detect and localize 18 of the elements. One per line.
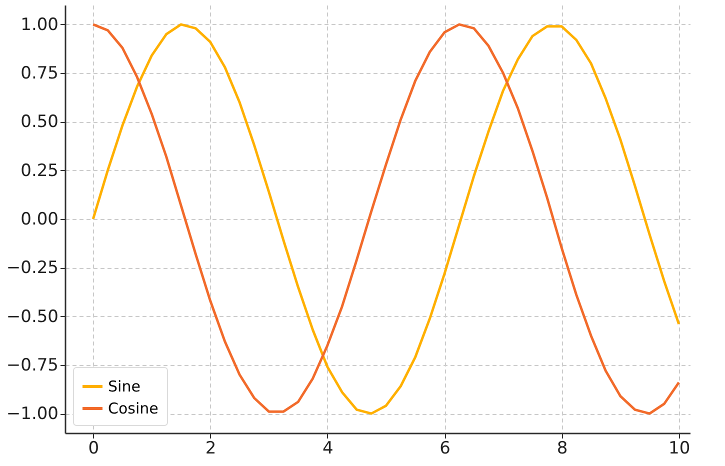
- y-tick-label: 0.50: [20, 112, 58, 132]
- x-tick-label: 8: [556, 438, 568, 458]
- y-tick-label: −0.25: [6, 258, 58, 278]
- legend-label: Cosine: [108, 400, 158, 418]
- y-tick-label: 0.25: [20, 160, 58, 181]
- y-tick-label: −0.75: [6, 355, 58, 376]
- y-tick-label: 0.00: [20, 210, 58, 230]
- x-tick-label: 0: [88, 438, 100, 458]
- y-tick-label: −1.00: [6, 404, 58, 424]
- x-tick-label: 6: [440, 438, 450, 458]
- x-tick-label: 4: [322, 438, 334, 458]
- line-series: [92, 23, 680, 415]
- legend-label: Sine: [108, 378, 140, 396]
- x-tick-label: 2: [205, 438, 216, 458]
- y-tick-label: 0.75: [20, 64, 58, 84]
- x-tick-label: 10: [668, 438, 690, 458]
- y-tick-label: 1.00: [20, 14, 58, 35]
- y-tick-label: −0.50: [6, 306, 58, 327]
